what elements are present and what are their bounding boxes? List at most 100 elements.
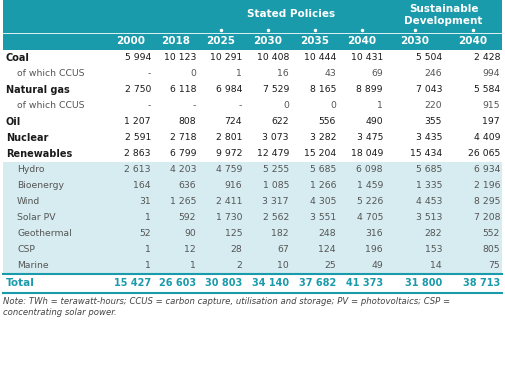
Text: -: -: [239, 101, 242, 111]
Text: 8 295: 8 295: [474, 198, 500, 206]
Text: Note: TWh = terawatt-hours; CCUS = carbon capture, utilisation and storage; PV =: Note: TWh = terawatt-hours; CCUS = carbo…: [3, 297, 450, 306]
Text: 2 863: 2 863: [125, 149, 151, 158]
Text: 4 705: 4 705: [357, 213, 383, 223]
Text: 2 613: 2 613: [125, 165, 151, 175]
Text: 164: 164: [133, 182, 151, 190]
Text: 196: 196: [366, 246, 383, 254]
Text: 1 730: 1 730: [216, 213, 242, 223]
Text: 6 118: 6 118: [170, 86, 196, 94]
Text: Nuclear: Nuclear: [6, 133, 48, 143]
Bar: [3, 114, 502, 130]
Text: 1 459: 1 459: [357, 182, 383, 190]
Text: 3 317: 3 317: [263, 198, 289, 206]
Text: 2 411: 2 411: [216, 198, 242, 206]
Text: 2 750: 2 750: [125, 86, 151, 94]
Text: 10 123: 10 123: [164, 53, 196, 63]
Text: Marine: Marine: [17, 261, 48, 270]
Text: 69: 69: [371, 70, 383, 78]
Text: 3 475: 3 475: [357, 134, 383, 142]
Text: 2: 2: [236, 261, 242, 270]
Text: -: -: [192, 101, 196, 111]
Text: 153: 153: [425, 246, 442, 254]
Text: 4 305: 4 305: [310, 198, 336, 206]
Text: 5 994: 5 994: [125, 53, 151, 63]
Bar: [3, 0, 502, 33]
Text: 15 427: 15 427: [114, 279, 151, 288]
Text: 3 435: 3 435: [416, 134, 442, 142]
Text: 4 409: 4 409: [474, 134, 500, 142]
Text: 2040: 2040: [347, 37, 376, 46]
Text: 3 282: 3 282: [310, 134, 336, 142]
Text: Oil: Oil: [6, 117, 21, 127]
Text: 2025: 2025: [207, 37, 235, 46]
Text: 1: 1: [145, 246, 151, 254]
Text: 7 529: 7 529: [263, 86, 289, 94]
Text: 316: 316: [366, 229, 383, 239]
Text: 2035: 2035: [300, 37, 329, 46]
Bar: [3, 242, 502, 258]
Text: 490: 490: [366, 117, 383, 127]
Text: 4 453: 4 453: [416, 198, 442, 206]
Text: Renewables: Renewables: [6, 149, 72, 159]
Bar: [3, 226, 502, 242]
Text: 5 685: 5 685: [310, 165, 336, 175]
Text: 6 799: 6 799: [170, 149, 196, 158]
Bar: [3, 130, 502, 146]
Text: 7 208: 7 208: [474, 213, 500, 223]
Text: 67: 67: [277, 246, 289, 254]
Text: 2030: 2030: [400, 37, 429, 46]
Text: 2040: 2040: [459, 37, 487, 46]
Text: 1: 1: [190, 261, 196, 270]
Text: 37 682: 37 682: [299, 279, 336, 288]
Text: 14: 14: [430, 261, 442, 270]
Text: 2 562: 2 562: [263, 213, 289, 223]
Text: 2 196: 2 196: [474, 182, 500, 190]
Text: 10 408: 10 408: [257, 53, 289, 63]
Text: 724: 724: [224, 117, 242, 127]
Text: Solar PV: Solar PV: [17, 213, 56, 223]
Text: 6 098: 6 098: [357, 165, 383, 175]
Text: 994: 994: [482, 70, 500, 78]
Text: 1 085: 1 085: [263, 182, 289, 190]
Text: 12 479: 12 479: [257, 149, 289, 158]
Text: 5 584: 5 584: [474, 86, 500, 94]
Text: 282: 282: [424, 229, 442, 239]
Text: 1 207: 1 207: [125, 117, 151, 127]
Text: 10 444: 10 444: [304, 53, 336, 63]
Text: Total: Total: [6, 279, 35, 288]
Bar: [3, 33, 502, 50]
Text: 38 713: 38 713: [463, 279, 500, 288]
Text: 8 165: 8 165: [310, 86, 336, 94]
Text: 1: 1: [145, 213, 151, 223]
Text: 552: 552: [483, 229, 500, 239]
Text: 3 551: 3 551: [310, 213, 336, 223]
Text: concentrating solar power.: concentrating solar power.: [3, 308, 117, 317]
Text: Sustainable
Development: Sustainable Development: [405, 4, 483, 26]
Text: of which CCUS: of which CCUS: [17, 70, 84, 78]
Text: 592: 592: [178, 213, 196, 223]
Text: 2 801: 2 801: [216, 134, 242, 142]
Text: 808: 808: [178, 117, 196, 127]
Text: 10 431: 10 431: [350, 53, 383, 63]
Text: 28: 28: [230, 246, 242, 254]
Text: Stated Policies: Stated Policies: [247, 9, 335, 19]
Text: -: -: [147, 101, 151, 111]
Text: 2 591: 2 591: [125, 134, 151, 142]
Text: 2018: 2018: [161, 37, 190, 46]
Text: 26 603: 26 603: [159, 279, 196, 288]
Text: 182: 182: [271, 229, 289, 239]
Text: 9 972: 9 972: [216, 149, 242, 158]
Bar: [3, 194, 502, 210]
Text: 16: 16: [277, 70, 289, 78]
Text: 18 049: 18 049: [350, 149, 383, 158]
Text: 3 073: 3 073: [263, 134, 289, 142]
Text: 805: 805: [482, 246, 500, 254]
Text: 4 759: 4 759: [216, 165, 242, 175]
Text: 915: 915: [482, 101, 500, 111]
Text: 636: 636: [178, 182, 196, 190]
Text: 26 065: 26 065: [468, 149, 500, 158]
Bar: [3, 178, 502, 194]
Text: 30 803: 30 803: [205, 279, 242, 288]
Text: 4 203: 4 203: [170, 165, 196, 175]
Text: Coal: Coal: [6, 53, 30, 63]
